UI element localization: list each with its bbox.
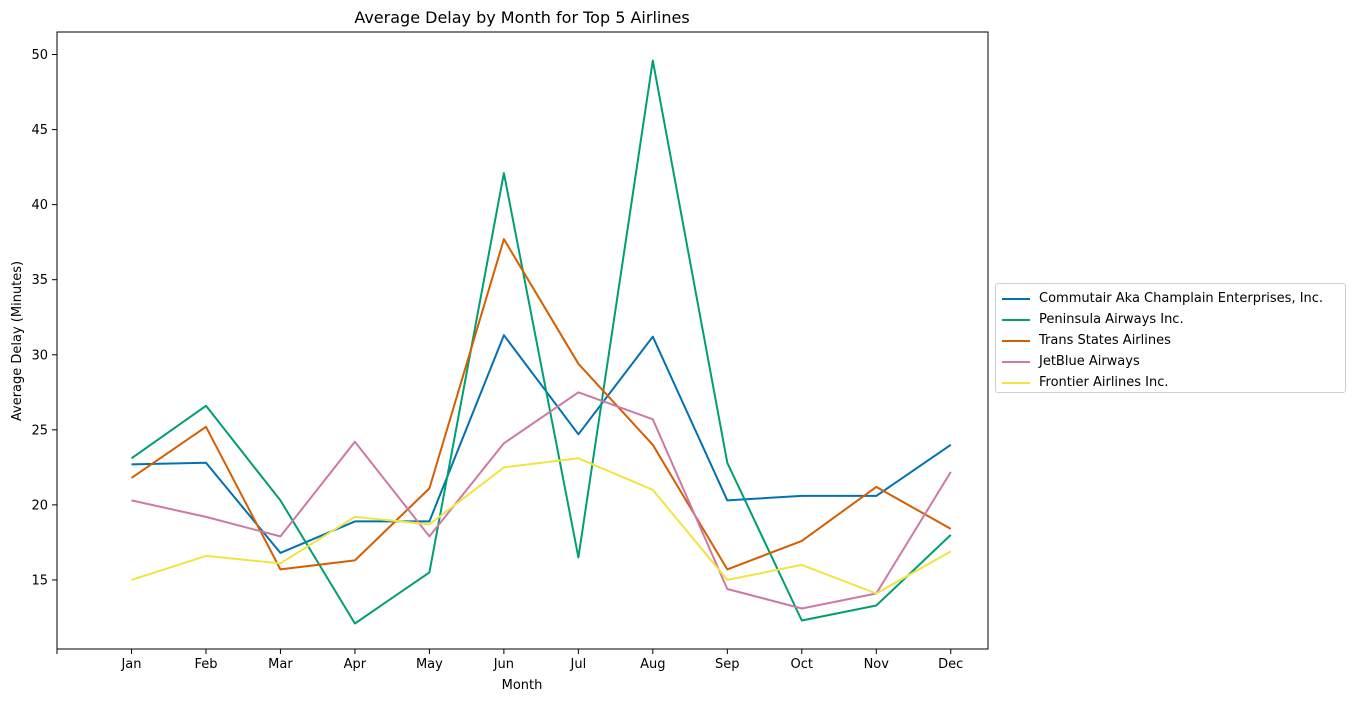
y-tick-label: 50: [31, 48, 48, 63]
x-tick-label: Sep: [715, 657, 740, 672]
legend-label: Frontier Airlines Inc.: [1039, 375, 1169, 390]
y-tick-label: 35: [31, 273, 48, 288]
series-line-5: [131, 457, 952, 595]
plot-area: Jan Feb Mar Apr May Jun Jul Aug Sep Oct Nov Dec 15 20…: [31, 31, 989, 672]
y-tick-label: 40: [31, 198, 48, 213]
legend-item: Trans States Airlines: [1002, 330, 1337, 351]
legend-item: Peninsula Airways Inc.: [1002, 309, 1337, 330]
legend-swatch: [1002, 381, 1030, 384]
y-tick-label: 20: [31, 498, 48, 513]
x-tick-label: Apr: [344, 657, 367, 672]
x-tick-label: Feb: [194, 657, 217, 672]
legend-label: JetBlue Airways: [1039, 354, 1140, 369]
legend-swatch: [1002, 339, 1030, 342]
series-line-3: [130, 238, 952, 571]
legend: Commutair Aka Champlain Enterprises, Inc…: [995, 283, 1346, 393]
x-tick-label: Mar: [268, 657, 293, 672]
legend-item: JetBlue Airways: [1002, 351, 1337, 372]
plot-frame: [56, 31, 989, 650]
legend-swatch: [1002, 297, 1030, 300]
legend-label: Trans States Airlines: [1039, 333, 1171, 348]
series-line-4: [131, 391, 952, 610]
legend-label: Commutair Aka Champlain Enterprises, Inc…: [1039, 291, 1324, 306]
chart-title: Average Delay by Month for Top 5 Airline…: [354, 8, 689, 27]
legend-swatch: [1002, 318, 1030, 321]
series-line-2: [130, 59, 952, 625]
x-tick-label: Oct: [791, 657, 813, 672]
legend-label: Peninsula Airways Inc.: [1039, 312, 1184, 327]
legend-item: Commutair Aka Champlain Enterprises, Inc…: [1002, 288, 1337, 309]
series-line-1: [131, 334, 952, 554]
legend-item: Frontier Airlines Inc.: [1002, 372, 1337, 393]
x-tick-label: Aug: [640, 657, 665, 672]
x-tick-label: Jul: [570, 657, 587, 672]
x-tick-label: Jun: [493, 657, 514, 672]
y-axis-label: Average Delay (Minutes): [10, 261, 25, 421]
x-tick-label: May: [416, 657, 443, 672]
x-axis-label: Month: [502, 678, 543, 693]
x-tick-label: Jan: [120, 657, 141, 672]
y-tick-label: 45: [31, 123, 48, 138]
x-tick-label: Dec: [938, 657, 963, 672]
y-tick-label: 25: [31, 423, 48, 438]
x-tick-label: Nov: [864, 657, 890, 672]
legend-swatch: [1002, 360, 1030, 363]
y-tick-label: 15: [31, 573, 48, 588]
y-tick-label: 30: [31, 348, 48, 363]
